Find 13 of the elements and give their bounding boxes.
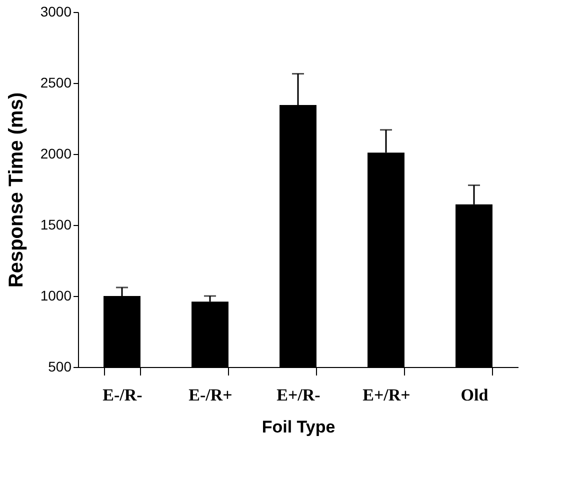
y-tick-label: 500 <box>48 358 72 374</box>
x-tick-label: E+/R- <box>276 386 321 404</box>
y-tick-label: 3000 <box>40 4 72 20</box>
y-tick-label: 1000 <box>40 288 72 304</box>
x-axis-title: Foil Type <box>262 418 336 436</box>
y-tick-label: 1500 <box>40 216 72 232</box>
x-tick-label: E+/R+ <box>362 386 410 404</box>
x-tick-label: E-/R+ <box>188 386 232 404</box>
y-tick-label: 2500 <box>40 74 72 90</box>
x-tick-label: Old <box>460 386 489 404</box>
y-tick-label: 2000 <box>40 146 72 162</box>
y-axis-title: Response Time (ms) <box>5 92 28 288</box>
x-tick-label: E-/R- <box>102 386 143 404</box>
